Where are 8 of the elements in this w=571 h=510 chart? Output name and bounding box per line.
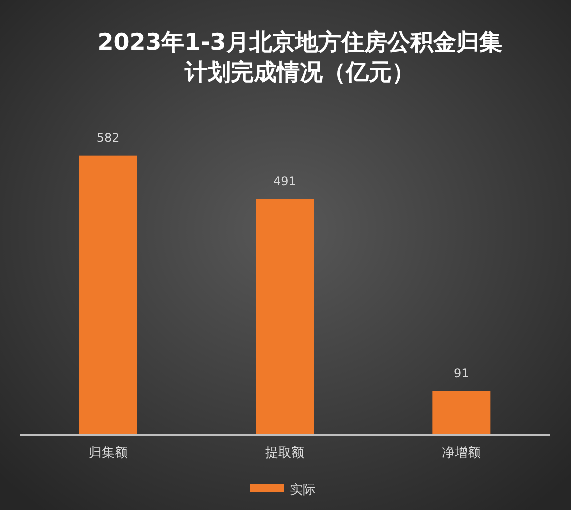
x-tick-label: 归集额 bbox=[88, 446, 128, 461]
chart-title: 2023年1-3月北京地方住房公积金归集计划完成情况（亿元） bbox=[98, 29, 502, 86]
data-label: 91 bbox=[454, 366, 470, 380]
data-label: 491 bbox=[274, 174, 296, 188]
data-label: 582 bbox=[96, 130, 120, 145]
x-tick-label: 提取额 bbox=[266, 446, 304, 461]
x-tick-label: 净增额 bbox=[442, 446, 482, 461]
legend-label: 实际 bbox=[290, 483, 316, 498]
